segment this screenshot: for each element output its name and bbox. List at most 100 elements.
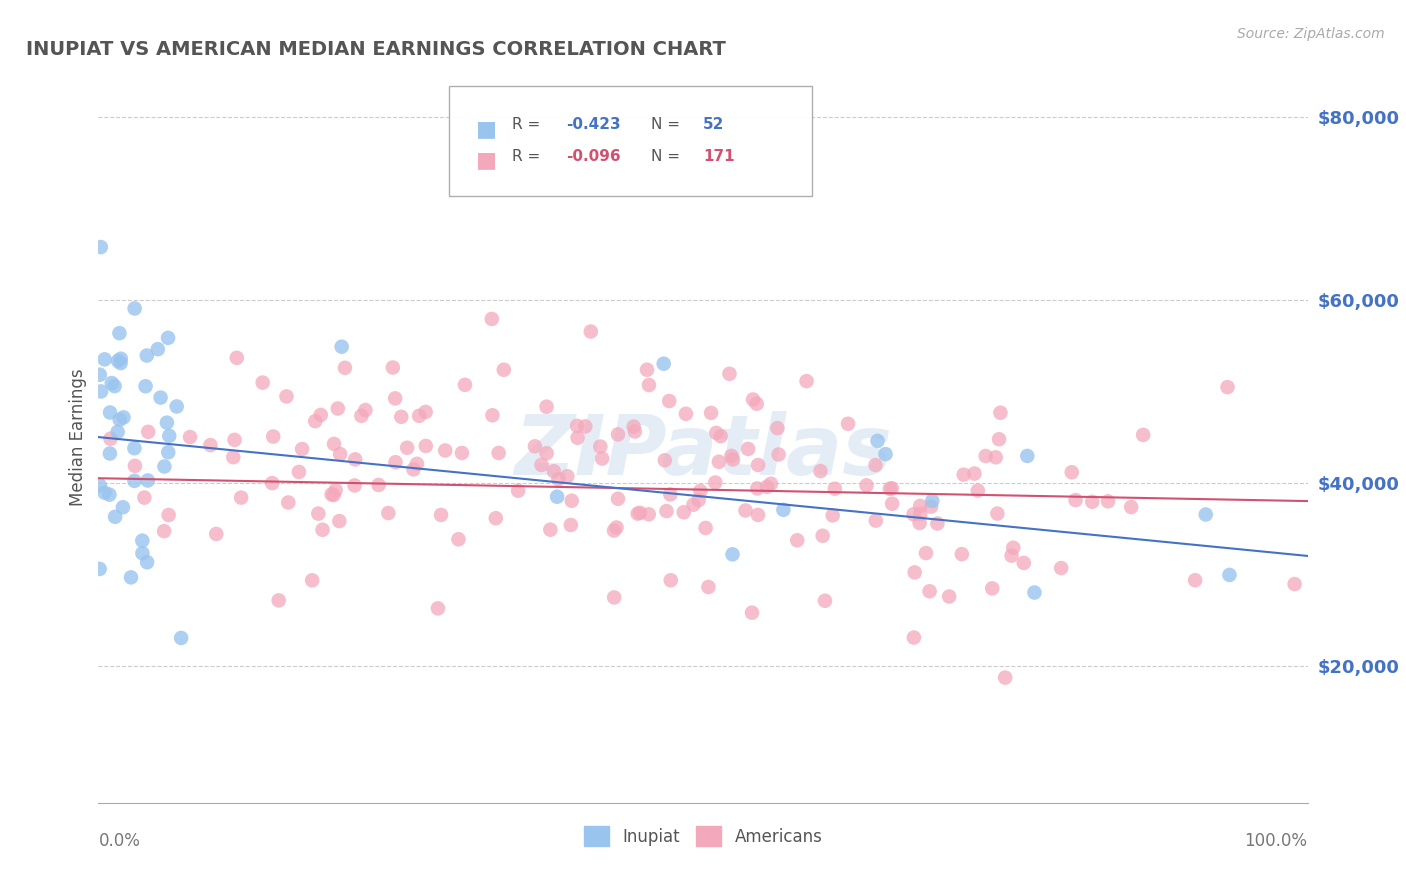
Point xyxy=(89,562,111,576)
Point xyxy=(695,521,717,535)
Point xyxy=(747,508,769,522)
Point xyxy=(557,469,579,483)
Point xyxy=(637,508,659,522)
Point xyxy=(963,467,986,481)
Point xyxy=(882,497,904,511)
Point xyxy=(291,442,314,456)
Point xyxy=(333,360,356,375)
Point xyxy=(1218,568,1240,582)
Text: ZIPatlas: ZIPatlas xyxy=(515,411,891,492)
Point xyxy=(918,584,941,599)
Point xyxy=(252,376,274,390)
Point xyxy=(921,494,943,508)
Point xyxy=(492,362,515,376)
Point xyxy=(560,518,582,533)
Text: Source: ZipAtlas.com: Source: ZipAtlas.com xyxy=(1237,27,1385,41)
Point xyxy=(821,508,844,523)
Point xyxy=(276,389,298,403)
Point xyxy=(910,507,932,521)
Point xyxy=(824,482,846,496)
Point xyxy=(430,508,453,522)
Point xyxy=(389,409,412,424)
Point xyxy=(855,478,877,492)
Point xyxy=(837,417,859,431)
Point xyxy=(810,464,832,478)
Point xyxy=(675,407,697,421)
Point xyxy=(903,508,925,522)
Point xyxy=(721,452,744,467)
Point xyxy=(408,409,430,423)
Point xyxy=(603,524,626,538)
Point xyxy=(90,384,112,399)
Point xyxy=(561,493,583,508)
Point xyxy=(135,349,157,363)
Point xyxy=(920,500,942,514)
Point xyxy=(426,601,449,615)
Point xyxy=(402,462,425,476)
Point xyxy=(406,457,429,471)
Point xyxy=(329,447,352,461)
Point xyxy=(700,406,723,420)
Point xyxy=(718,367,741,381)
Point xyxy=(396,441,419,455)
Point xyxy=(481,409,503,423)
Point xyxy=(224,433,246,447)
Point xyxy=(734,503,756,517)
Point xyxy=(108,326,131,340)
Point xyxy=(262,429,284,443)
Point xyxy=(720,449,742,463)
Point xyxy=(903,631,925,645)
Point xyxy=(915,546,938,560)
Point xyxy=(688,493,710,508)
Point xyxy=(710,429,733,443)
Point xyxy=(543,464,565,478)
Point xyxy=(136,425,159,439)
Point xyxy=(112,410,135,425)
Point xyxy=(111,500,134,515)
Point xyxy=(908,516,931,530)
Point xyxy=(627,507,650,521)
Legend: Inupiat, Americans: Inupiat, Americans xyxy=(576,820,830,853)
Point xyxy=(607,491,630,506)
Point xyxy=(697,580,720,594)
Point xyxy=(536,446,558,460)
Point xyxy=(301,574,323,588)
Point xyxy=(636,362,658,376)
Point xyxy=(415,439,437,453)
Point xyxy=(966,483,988,498)
Point xyxy=(231,491,253,505)
Point xyxy=(131,546,153,560)
Point xyxy=(146,342,169,356)
Point xyxy=(179,430,201,444)
Point xyxy=(908,499,931,513)
Point xyxy=(1000,549,1022,563)
Point xyxy=(153,524,176,538)
Point xyxy=(328,514,350,528)
Point xyxy=(103,379,125,393)
Text: ■: ■ xyxy=(475,119,496,139)
Point xyxy=(267,593,290,607)
Point xyxy=(879,482,901,496)
Point xyxy=(607,427,630,442)
Point xyxy=(1184,573,1206,587)
Point xyxy=(974,449,997,463)
Point xyxy=(1132,428,1154,442)
Point xyxy=(865,514,887,528)
Point xyxy=(166,400,188,414)
Point xyxy=(1195,508,1218,522)
Point xyxy=(350,409,373,423)
Text: -0.096: -0.096 xyxy=(567,149,621,164)
Point xyxy=(547,472,569,486)
Point xyxy=(986,507,1008,521)
Point xyxy=(288,465,311,479)
Point xyxy=(124,458,146,473)
Point xyxy=(866,434,889,448)
Point xyxy=(1024,585,1046,599)
Point xyxy=(157,331,180,345)
Point xyxy=(624,425,647,439)
Point xyxy=(865,458,887,472)
Point xyxy=(768,448,790,462)
Point xyxy=(135,379,157,393)
Point xyxy=(157,445,180,459)
Point xyxy=(721,547,744,561)
